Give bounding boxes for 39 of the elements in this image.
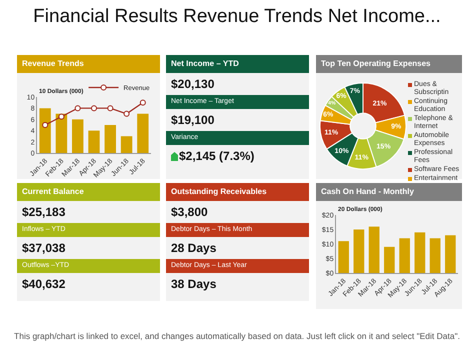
point	[91, 105, 97, 112]
text: Net Income – YTD	[166, 55, 309, 73]
bar	[354, 230, 364, 273]
text: 28 Days	[171, 241, 216, 255]
bar	[56, 114, 68, 153]
chart-title: Cash On Hand - Monthly	[316, 183, 462, 201]
text: $25,183	[22, 205, 66, 219]
bar	[120, 136, 132, 153]
point	[74, 105, 81, 112]
bar	[338, 241, 349, 273]
text: $2,145 (7.3%)	[179, 149, 254, 163]
bar	[137, 114, 149, 153]
text: This graph/chart is linked to excel, and changes automatically based on data. Just left click on it and select "Edit Data".	[13, 331, 461, 341]
text: Current Balance	[17, 183, 160, 201]
bar	[72, 119, 84, 153]
point	[107, 105, 114, 112]
bar	[368, 226, 380, 273]
bar	[384, 246, 395, 273]
text: 38 Days	[171, 277, 216, 291]
bar	[104, 125, 116, 153]
text: $3,800	[171, 205, 208, 219]
bar	[414, 232, 426, 273]
bar	[399, 238, 410, 273]
chart-title: Revenue Trends	[17, 55, 160, 73]
point	[42, 122, 48, 128]
text: $37,038	[22, 241, 66, 255]
text: $20,130	[171, 77, 214, 91]
bar	[39, 108, 51, 153]
text: $19,100	[171, 113, 214, 127]
point	[124, 110, 130, 117]
point	[58, 114, 64, 120]
text: Financial Results Revenue Trends Net Income...	[32, 6, 442, 28]
text: Top Ten Operating Expenses	[316, 55, 462, 73]
point	[140, 100, 146, 106]
text: Outstanding Receivables	[166, 183, 309, 201]
text: $40,632	[22, 277, 66, 291]
bar	[430, 238, 440, 273]
bar	[445, 235, 456, 273]
bar	[88, 130, 100, 153]
